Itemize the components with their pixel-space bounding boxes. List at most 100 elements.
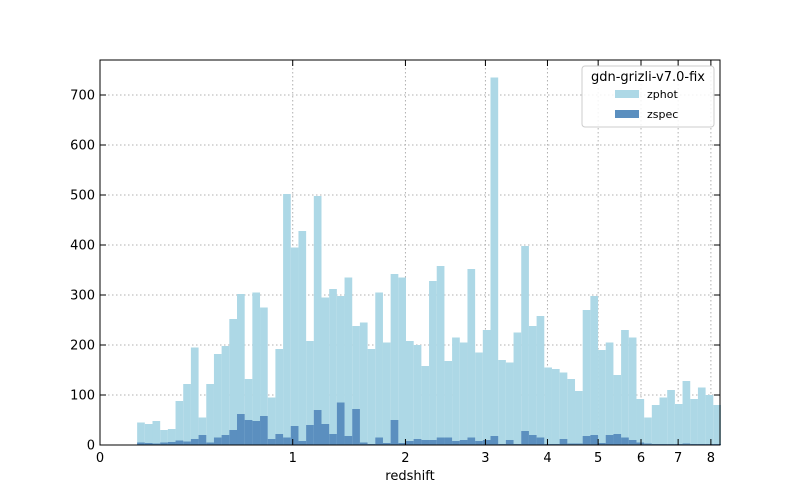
x-tick-label: 0 [96,451,104,466]
histogram-bars [137,77,721,445]
bar-zphot [490,77,499,445]
bar-zphot [321,297,330,445]
bar-zphot [367,349,376,445]
bar-zphot [390,274,399,445]
bar-zspec [590,435,599,445]
bar-zspec [421,440,430,445]
y-tick-label: 600 [70,139,95,154]
bar-zspec [352,409,360,445]
y-tick-label: 400 [70,239,95,254]
bar-zphot [544,367,552,445]
bar-zphot [421,366,430,445]
bar-zphot [475,352,483,445]
x-tick-label: 7 [674,451,682,466]
y-tick-label: 300 [70,289,95,304]
bar-zspec [436,437,445,445]
bar-zphot [644,417,652,445]
legend-title: gdn-grizli-v7.0-fix [591,70,705,85]
bar-zspec [175,440,184,445]
bar-zspec [621,437,629,445]
bar-zphot [551,369,560,445]
bar-zspec [160,442,168,445]
bar-zspec [575,443,583,445]
bar-zphot [605,342,614,445]
bar-zspec [375,437,383,445]
x-tick-label: 4 [543,451,551,466]
legend-swatch-zphot [615,90,639,98]
bar-zphot [206,384,214,445]
bar-zphot [521,246,529,445]
bar-zspec [505,440,514,445]
bar-zspec [429,440,437,445]
x-tick-label: 5 [594,451,602,466]
bar-zphot [275,349,284,445]
bar-zspec [336,402,345,445]
bar-zphot [313,196,322,445]
bar-zphot [252,292,261,445]
bar-zphot [382,342,391,445]
bar-zphot [190,347,199,445]
bar-zphot [582,310,591,445]
bar-zphot [283,194,291,445]
bar-zspec [313,410,322,445]
x-tick-label: 6 [637,451,645,466]
bar-zspec [137,442,145,445]
bar-zspec [644,443,652,445]
bar-zphot [436,266,445,445]
bar-zspec [198,435,207,445]
bar-zspec [521,431,529,445]
bar-zphot [567,379,576,445]
legend-swatch-zspec [615,110,639,118]
bar-zspec [475,441,483,445]
bar-zspec [283,437,291,445]
bar-zspec [144,443,153,445]
bar-zphot [260,307,268,445]
bar-zspec [398,443,407,445]
bar-zphot [359,322,368,445]
bar-zphot [413,345,422,445]
bar-zphot [590,296,599,445]
bar-zspec [467,437,476,445]
y-tick-label: 700 [70,89,95,104]
bar-zspec [152,443,161,445]
bar-zphot [528,326,537,445]
bar-zphot [621,330,629,445]
bar-zspec [321,424,330,445]
bar-zphot [713,405,721,445]
x-tick-label: 3 [481,451,489,466]
bar-zphot [298,231,307,445]
bar-zphot [175,401,184,445]
bar-zphot [613,375,622,445]
bar-zphot [667,390,675,445]
bar-zphot [375,292,383,445]
bar-zphot [482,330,491,445]
bar-zspec [290,426,299,445]
bar-zphot [290,247,299,445]
bar-zphot [244,379,253,445]
bar-zspec [344,436,353,445]
bar-zphot [659,397,668,445]
bar-zphot [406,341,414,445]
bar-zspec [275,434,284,445]
bar-zspec [490,436,499,445]
bar-zspec [267,439,276,445]
bar-zphot [536,316,545,445]
bar-zphot [682,381,691,445]
bar-zphot [152,421,161,445]
y-tick-label: 200 [70,339,95,354]
bar-zspec [536,437,545,445]
bar-zphot [598,350,606,445]
bar-zphot [160,430,168,445]
x-tick-label: 2 [401,451,409,466]
bar-zspec [567,443,576,445]
bar-zspec [213,437,222,445]
bar-zphot [690,399,698,445]
bar-zphot [336,296,345,445]
x-axis-title: redshift [385,469,434,484]
bar-zphot [144,424,153,445]
bar-zspec [167,442,176,445]
bar-zphot [213,354,222,445]
bar-zspec [582,436,591,445]
bar-zspec [382,443,391,445]
